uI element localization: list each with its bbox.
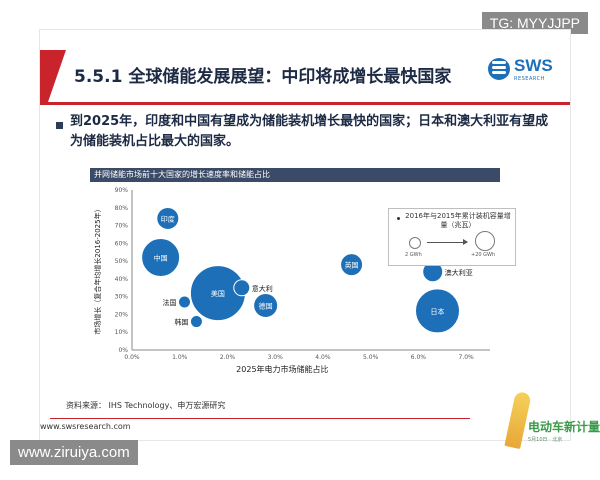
- y-tick-label: 0%: [118, 347, 128, 354]
- x-tick-label: 3.0%: [268, 354, 284, 361]
- legend-arrow-icon: [427, 239, 468, 245]
- chart-title: 并网储能市场前十大国家的增长速度率和储能占比: [94, 170, 270, 179]
- bubble: [253, 293, 279, 319]
- brand-name: 电动车新计量: [528, 420, 600, 434]
- x-tick-label: 6.0%: [411, 354, 427, 361]
- slide-header: 5.5.1 全球储能发展展望：中印将成增长最快国家 SWS RESEARCH: [40, 50, 570, 105]
- x-tick-label: 7.0%: [459, 354, 475, 361]
- bubble: [414, 288, 460, 334]
- x-axis-label: 2025年电力市场储能占比: [236, 364, 328, 374]
- y-tick-label: 40%: [115, 276, 129, 283]
- bubble-label: 英国: [345, 261, 359, 270]
- y-tick-label: 10%: [115, 329, 129, 336]
- bubble: [141, 238, 181, 278]
- legend-big-label: +20 GWh: [471, 252, 496, 258]
- legend-bullet-icon: [397, 217, 400, 220]
- brand-subtitle: 5月10日 · 北京: [528, 437, 563, 443]
- bubble-label: 印度: [161, 214, 175, 223]
- legend-small-circle-icon: [409, 237, 421, 249]
- header-accent-wedge: [48, 50, 66, 102]
- x-tick-label: 4.0%: [315, 354, 331, 361]
- chart-plot: 0% 10% 20% 30% 40% 50% 60% 70% 80% 90% 0.0% 1.0% 2.0…: [93, 187, 490, 374]
- slide: 5.5.1 全球储能发展展望：中印将成增长最快国家 SWS RESEARCH 到…: [40, 30, 600, 450]
- x-tick-label: 5.0%: [363, 354, 379, 361]
- legend-title: 2016年与2015年累计装机容量增量（兆瓦）: [405, 212, 511, 229]
- sws-logo-name: SWS: [514, 56, 553, 75]
- brand-badge: 电动车新计量 5月10日 · 北京: [504, 390, 600, 460]
- chart-title-bar: 并网储能市场前十大国家的增长速度率和储能占比: [90, 168, 500, 182]
- bubble-label: 德国: [259, 302, 273, 311]
- sws-logo: SWS RESEARCH: [488, 52, 558, 90]
- sws-logo-subtitle: RESEARCH: [514, 76, 545, 82]
- bubble: [340, 253, 364, 277]
- x-tick-label: 0.0%: [124, 354, 140, 361]
- bubble-label: 意大利: [252, 284, 273, 293]
- source-note: 资料来源： IHS Technology、申万宏源研究: [66, 401, 226, 410]
- sws-logo-icon: [488, 58, 510, 80]
- y-tick-label: 30%: [115, 294, 129, 301]
- chart-legend: 2016年与2015年累计装机容量增量（兆瓦） 2 GWh +20 GWh: [388, 208, 516, 266]
- bubble-label: 法国: [163, 298, 177, 307]
- header-accent-bar: [40, 50, 48, 102]
- y-tick-label: 60%: [115, 240, 129, 247]
- x-tick-label: 1.0%: [172, 354, 188, 361]
- y-tick-label: 50%: [115, 258, 129, 265]
- bubble-label: 中国: [154, 254, 168, 263]
- bubble: [156, 206, 180, 230]
- bubble-label: 日本: [430, 307, 444, 316]
- bubble-chart: 并网储能市场前十大国家的增长速度率和储能占比 0% 10% 20% 30% 40% 50%…: [90, 168, 500, 388]
- watermark-bottom: www.ziruiya.com: [10, 440, 138, 465]
- x-tick-label: 2.0%: [220, 354, 236, 361]
- bullet-square-icon: [54, 120, 66, 130]
- footer-url: www.swsresearch.com: [40, 422, 131, 431]
- bubble-label: 澳大利亚: [445, 268, 473, 277]
- bubble: [178, 295, 192, 309]
- bubble-label: 韩国: [174, 318, 188, 327]
- slide-title: 5.5.1 全球储能发展展望：中印将成增长最快国家: [74, 67, 452, 87]
- watermark-top: TG: MYYJJPP: [481, 12, 588, 34]
- bullet-text: 到2025年，印度和中国有望成为储能装机增长最快的国家；日本和澳大利亚有望成为储…: [70, 114, 549, 149]
- legend-small-label: 2 GWh: [405, 252, 422, 258]
- legend-big-circle-icon: [475, 231, 495, 251]
- y-tick-label: 20%: [115, 311, 129, 318]
- header-rule: [40, 102, 570, 105]
- y-tick-label: 90%: [115, 187, 129, 194]
- bubble: [189, 315, 203, 329]
- bubble-label: 美国: [211, 289, 225, 298]
- bubble: [233, 279, 251, 297]
- y-tick-label: 70%: [115, 223, 129, 230]
- footer-rule: [50, 418, 470, 419]
- y-axis-label: 市场增长（复合年均增长2016-2025年）: [93, 205, 102, 334]
- y-tick-label: 80%: [115, 205, 129, 212]
